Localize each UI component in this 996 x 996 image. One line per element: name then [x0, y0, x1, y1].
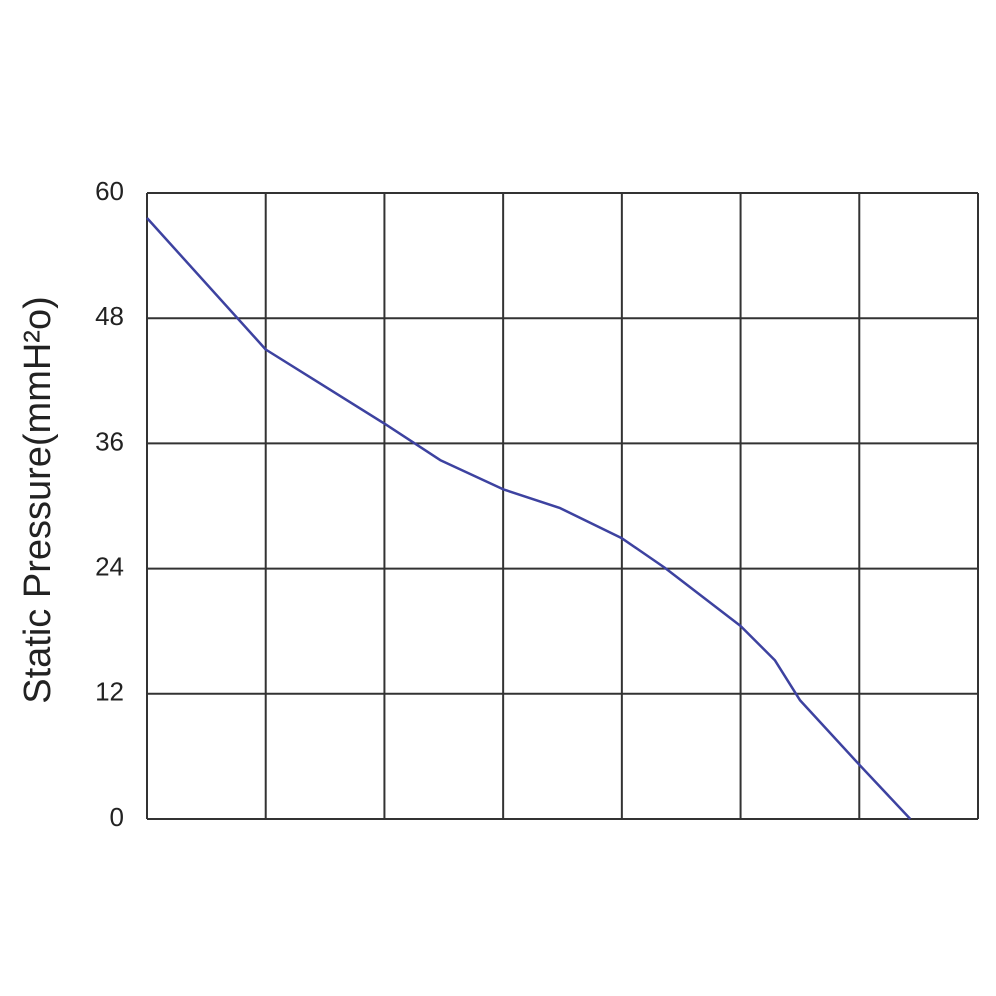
y-tick-label: 36: [95, 426, 124, 456]
y-tick-label: 0: [110, 802, 124, 832]
y-tick-label: 60: [95, 176, 124, 206]
y-tick-label: 24: [95, 551, 124, 581]
y-axis-label: Static Pressure(mmH²o): [17, 296, 59, 704]
y-tick-label: 48: [95, 301, 124, 331]
y-tick-label: 12: [95, 677, 124, 707]
series-line: [146, 217, 912, 820]
